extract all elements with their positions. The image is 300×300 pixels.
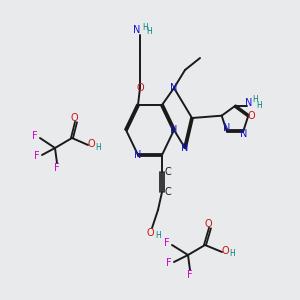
Text: O: O: [248, 111, 255, 121]
Text: F: F: [34, 151, 40, 161]
Text: H: H: [256, 100, 262, 109]
Text: F: F: [164, 238, 170, 248]
Text: H: H: [95, 142, 101, 152]
Text: F: F: [166, 258, 172, 268]
Text: O: O: [70, 113, 78, 123]
Text: O: O: [221, 246, 229, 256]
Text: H: H: [155, 232, 161, 241]
Text: C: C: [165, 167, 171, 177]
Text: N: N: [223, 123, 230, 133]
Text: C: C: [165, 187, 171, 197]
Text: O: O: [146, 228, 154, 238]
Text: H: H: [146, 28, 152, 37]
Text: H: H: [252, 95, 258, 104]
Text: H: H: [229, 250, 235, 259]
Text: F: F: [187, 270, 193, 280]
Text: N: N: [239, 129, 247, 139]
Text: N: N: [245, 98, 253, 108]
Text: F: F: [54, 163, 60, 173]
Text: O: O: [136, 83, 144, 93]
Text: N: N: [133, 25, 141, 35]
Text: N: N: [170, 83, 178, 93]
Text: O: O: [87, 139, 95, 149]
Text: O: O: [204, 219, 212, 229]
Text: N: N: [181, 143, 189, 153]
Text: N: N: [134, 150, 142, 160]
Text: N: N: [170, 125, 178, 135]
Text: H: H: [142, 22, 148, 32]
Text: F: F: [32, 131, 38, 141]
